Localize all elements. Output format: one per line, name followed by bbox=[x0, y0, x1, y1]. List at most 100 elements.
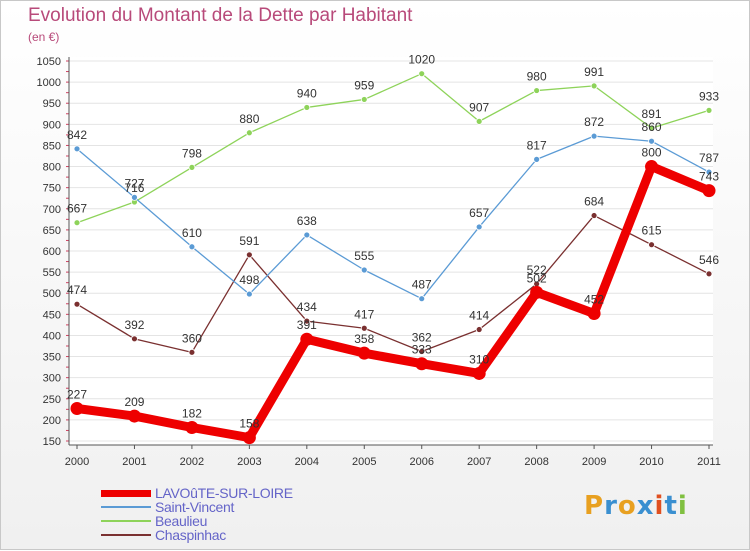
proxiti-logo: Proxiti bbox=[584, 491, 688, 521]
data-label: 817 bbox=[527, 138, 547, 152]
data-point bbox=[131, 193, 138, 201]
y-tick-label: 950 bbox=[43, 98, 61, 110]
data-label: 933 bbox=[699, 89, 719, 103]
x-tick-label: 2010 bbox=[639, 456, 663, 468]
data-point bbox=[415, 357, 429, 371]
data-point bbox=[705, 270, 713, 278]
data-label: 880 bbox=[239, 112, 259, 126]
data-label: 392 bbox=[124, 318, 144, 332]
y-tick-label: 650 bbox=[43, 225, 61, 237]
data-label: 610 bbox=[182, 226, 202, 240]
legend-label: Chaspinhac bbox=[155, 527, 226, 543]
x-tick-label: 2009 bbox=[582, 456, 606, 468]
logo-letter: o bbox=[617, 491, 637, 521]
data-label: 684 bbox=[584, 195, 604, 209]
data-label: 522 bbox=[527, 263, 547, 277]
data-label: 800 bbox=[642, 146, 662, 160]
data-label: 787 bbox=[699, 151, 719, 165]
data-point bbox=[73, 145, 81, 153]
data-label: 743 bbox=[699, 170, 719, 184]
data-point bbox=[705, 107, 713, 114]
legend-label: LAVOûTE-SUR-LOIRE bbox=[155, 485, 293, 501]
data-point bbox=[242, 431, 256, 445]
chart-title: Evolution du Montant de la Dette par Hab… bbox=[28, 5, 413, 26]
legend-label: Saint-Vincent bbox=[155, 499, 235, 515]
legend-swatch bbox=[101, 520, 151, 522]
data-label: 474 bbox=[67, 283, 87, 297]
data-label: 891 bbox=[642, 107, 662, 121]
data-label: 358 bbox=[354, 332, 374, 346]
data-label: 414 bbox=[469, 309, 489, 323]
data-point bbox=[188, 348, 196, 356]
data-point bbox=[70, 401, 84, 415]
data-point bbox=[702, 184, 716, 198]
data-label: 487 bbox=[412, 278, 432, 292]
data-label: 727 bbox=[124, 176, 144, 190]
y-tick-label: 850 bbox=[43, 140, 61, 152]
legend-item: Saint-Vincent bbox=[101, 499, 293, 515]
data-label: 1020 bbox=[408, 53, 435, 67]
data-point bbox=[590, 212, 598, 219]
logo-letter: i bbox=[654, 491, 665, 521]
data-label: 182 bbox=[182, 406, 202, 420]
data-point bbox=[245, 251, 253, 259]
data-point bbox=[705, 168, 713, 176]
data-label: 209 bbox=[124, 395, 144, 409]
data-label: 391 bbox=[297, 318, 317, 332]
legend-item: Beaulieu bbox=[101, 513, 293, 529]
x-tick-label: 2007 bbox=[467, 456, 491, 468]
legend-swatch bbox=[101, 489, 151, 497]
data-point bbox=[533, 87, 541, 94]
logo-letter: P bbox=[584, 491, 605, 521]
logo-letter: i bbox=[677, 491, 688, 521]
data-point bbox=[475, 326, 483, 333]
data-point bbox=[590, 82, 598, 90]
y-tick-label: 900 bbox=[43, 119, 61, 131]
y-tick-label: 150 bbox=[43, 436, 61, 448]
series-line-3 bbox=[76, 214, 710, 353]
data-label: 227 bbox=[67, 387, 87, 401]
label-layer: 227 209 182 158 391 358 333 310 502 452 800 743 842 7… bbox=[67, 53, 719, 431]
y-tick-label: 550 bbox=[43, 267, 61, 279]
data-label: 907 bbox=[469, 100, 489, 114]
data-point bbox=[645, 160, 659, 174]
legend-swatch bbox=[101, 506, 151, 508]
logo-letter: r bbox=[604, 491, 618, 521]
data-label: 657 bbox=[469, 206, 489, 220]
y-tick-label: 450 bbox=[43, 309, 61, 321]
data-point bbox=[590, 132, 598, 140]
data-label: 667 bbox=[67, 202, 87, 216]
data-point bbox=[360, 266, 368, 274]
data-label: 798 bbox=[182, 146, 202, 160]
x-tick-label: 2008 bbox=[524, 456, 548, 468]
data-label: 991 bbox=[584, 65, 604, 79]
data-label: 333 bbox=[412, 343, 432, 357]
data-label: 959 bbox=[354, 78, 374, 92]
data-point bbox=[533, 155, 541, 163]
x-tick-label: 2004 bbox=[295, 456, 319, 468]
chart-subtitle: (en €) bbox=[28, 30, 60, 44]
x-tick-label: 2005 bbox=[352, 456, 376, 468]
data-label: 716 bbox=[124, 181, 144, 195]
y-tick-label: 250 bbox=[43, 394, 61, 406]
x-tick-label: 2003 bbox=[237, 456, 261, 468]
data-point bbox=[475, 117, 483, 125]
data-label: 362 bbox=[412, 330, 432, 344]
data-point bbox=[587, 306, 601, 320]
data-point bbox=[360, 324, 368, 332]
series-layer bbox=[70, 70, 716, 445]
x-tick-label: 2000 bbox=[65, 456, 89, 468]
data-point bbox=[418, 348, 426, 355]
data-point bbox=[418, 70, 426, 78]
data-point bbox=[475, 223, 483, 231]
y-tick-label: 1000 bbox=[37, 77, 61, 89]
legend-label: Beaulieu bbox=[155, 513, 208, 529]
y-tick-label: 350 bbox=[43, 352, 61, 364]
data-label: 360 bbox=[182, 331, 202, 345]
data-label: 546 bbox=[699, 253, 719, 267]
y-tick-label: 750 bbox=[43, 183, 61, 195]
data-label: 434 bbox=[297, 300, 317, 314]
data-label: 591 bbox=[239, 234, 259, 248]
legend-swatch bbox=[101, 534, 151, 536]
